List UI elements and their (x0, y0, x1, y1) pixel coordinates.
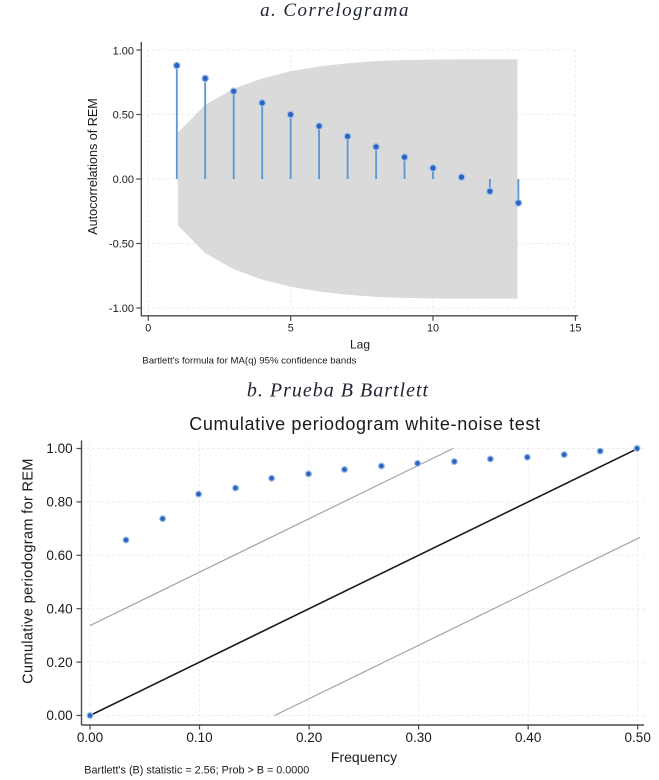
svg-text:0.20: 0.20 (296, 730, 322, 745)
svg-text:-0.50: -0.50 (109, 238, 134, 250)
svg-text:0.80: 0.80 (46, 495, 72, 510)
svg-text:0.10: 0.10 (186, 730, 212, 745)
svg-text:0.60: 0.60 (46, 548, 72, 563)
svg-text:Lag: Lag (350, 337, 370, 351)
svg-text:Bartlett's (B) statistic = 2.5: Bartlett's (B) statistic = 2.56; Prob > … (84, 764, 309, 776)
svg-text:a. Correlograma: a. Correlograma (260, 0, 410, 21)
svg-text:0.20: 0.20 (46, 655, 72, 670)
svg-text:0.00: 0.00 (46, 708, 72, 723)
svg-text:5: 5 (288, 322, 294, 334)
svg-text:15: 15 (569, 322, 581, 334)
svg-text:0.50: 0.50 (113, 110, 134, 122)
svg-text:0.30: 0.30 (405, 730, 431, 745)
svg-text:Cumulative periodogram for REM: Cumulative periodogram for REM (20, 458, 36, 684)
svg-text:1.00: 1.00 (113, 46, 134, 58)
svg-text:1.00: 1.00 (46, 441, 72, 456)
svg-text:0.40: 0.40 (515, 730, 541, 745)
svg-text:b. Prueba B Bartlett: b. Prueba B Bartlett (247, 379, 429, 401)
svg-text:-1.00: -1.00 (109, 303, 134, 315)
svg-text:Cumulative periodogram white-n: Cumulative periodogram white-noise test (189, 414, 541, 434)
svg-text:0: 0 (145, 323, 151, 335)
svg-text:0.00: 0.00 (77, 730, 103, 745)
svg-text:Bartlett's formula for MA(q) 9: Bartlett's formula for MA(q) 95% confide… (142, 355, 356, 366)
svg-text:0.50: 0.50 (625, 730, 651, 745)
svg-text:0.40: 0.40 (46, 601, 72, 616)
svg-text:Frequency: Frequency (331, 749, 397, 765)
svg-text:0.00: 0.00 (113, 174, 134, 186)
svg-text:10: 10 (427, 322, 439, 334)
svg-text:Autocorrelations of REM: Autocorrelations of REM (86, 98, 100, 235)
